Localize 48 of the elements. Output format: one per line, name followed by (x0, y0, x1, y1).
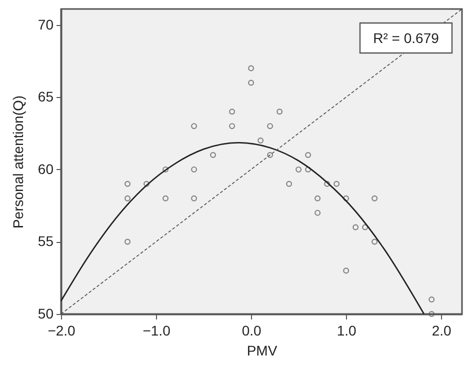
point (428, 296, 435, 303)
point (258, 138, 264, 144)
y-tick-label: 50 (38, 306, 54, 322)
point (428, 311, 435, 317)
point (191, 166, 198, 172)
point (124, 238, 131, 245)
line-series (60, 142, 425, 315)
point (286, 180, 292, 187)
y-tick-label: 55 (38, 233, 54, 250)
x-tick-label: −2.0 (48, 322, 76, 338)
annotation: R² = 0.679 (373, 30, 440, 46)
x-tick-label: 0.0 (242, 322, 262, 338)
point (229, 108, 236, 115)
point (296, 166, 302, 172)
point (276, 108, 283, 115)
point (248, 65, 254, 72)
y-tick-label: 60 (38, 160, 54, 177)
point (248, 80, 254, 86)
point (352, 224, 359, 230)
point (124, 195, 131, 202)
x-tick-label: 1.0 (336, 322, 357, 338)
y-axis-title: Personal attention(Q) (10, 95, 26, 229)
point (314, 195, 321, 202)
point (210, 152, 216, 158)
point (343, 195, 350, 202)
point (305, 152, 312, 158)
point (162, 195, 169, 202)
point (124, 180, 131, 187)
point (314, 210, 321, 216)
point (191, 195, 198, 202)
point (362, 224, 368, 230)
point (372, 195, 378, 202)
point (162, 166, 169, 172)
point (191, 123, 198, 130)
point (343, 268, 350, 274)
x-tick-label: 2.0 (432, 322, 452, 338)
point (334, 180, 340, 187)
point (324, 180, 330, 187)
point (267, 123, 274, 130)
x-axis-title: PMV (246, 342, 278, 358)
point (267, 152, 274, 158)
y-tick-label: 65 (38, 88, 54, 105)
point (305, 166, 312, 172)
x-tick-label: −1.0 (142, 322, 171, 338)
point (372, 238, 378, 245)
y-tick-label: 70 (38, 16, 54, 32)
point (229, 123, 236, 130)
point (144, 180, 150, 187)
